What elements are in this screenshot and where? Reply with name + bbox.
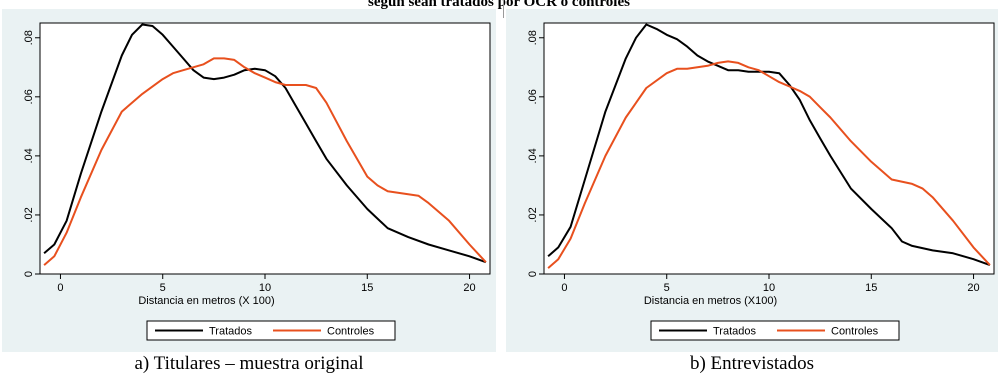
chart-panel-a: 0 .02 .04 .06 .08 0 5 10 15 20 Distancia en metros… (2, 9, 496, 352)
x-axis-label: Distancia en metros (X 100) (138, 295, 274, 307)
caption-a: a) Titulares – muestra original (134, 353, 364, 374)
legend-label: Controles (831, 326, 879, 338)
series-line-tratados (43, 23, 487, 264)
legend-box (650, 320, 900, 341)
y-tick-label: .02 (527, 207, 539, 222)
x-tick-label: 5 (664, 282, 670, 294)
x-tick-label: 0 (561, 282, 567, 294)
y-tick-label: 0 (23, 271, 35, 277)
x-tick-label: 5 (160, 282, 166, 294)
x-tick-label: 15 (361, 282, 373, 294)
y-tick-label: .06 (23, 89, 35, 104)
chart-b-svg: 0 .02 .04 .06 .08 0 5 10 15 20 Distancia en metros… (527, 22, 995, 341)
y-tick-label: .04 (23, 148, 35, 163)
figure-title: según sean tratados por OCR o controles (368, 0, 630, 10)
series-line-controles (547, 60, 991, 269)
legend-label: Controles (327, 326, 375, 338)
caption-b: b) Entrevistados (689, 353, 814, 374)
y-tick-label: .02 (23, 207, 35, 222)
y-tick-label: .08 (23, 30, 35, 45)
y-tick-label: .08 (527, 30, 539, 45)
legend-label: Tratados (209, 326, 253, 338)
legend-label: Tratados (713, 326, 757, 338)
x-tick-label: 0 (57, 282, 63, 294)
series-line-controles (43, 57, 487, 266)
chart-a-svg: 0 .02 .04 .06 .08 0 5 10 15 20 Distancia en metros… (23, 22, 491, 341)
x-tick-label: 10 (763, 282, 775, 294)
x-tick-label: 20 (463, 282, 475, 294)
y-tick-label: .06 (527, 89, 539, 104)
plot-area (543, 22, 995, 275)
x-tick-label: 10 (259, 282, 271, 294)
chart-panel-b: 0 .02 .04 .06 .08 0 5 10 15 20 Distancia en metros… (506, 9, 998, 352)
plot-area (39, 22, 491, 275)
x-tick-label: 20 (967, 282, 979, 294)
legend-box (146, 320, 396, 341)
y-tick-label: 0 (527, 271, 539, 277)
x-tick-label: 15 (865, 282, 877, 294)
y-tick-label: .04 (527, 148, 539, 163)
series-line-tratados (547, 23, 991, 267)
title-divider (503, 0, 504, 18)
x-axis-label: Distancia en metros (X100) (644, 295, 777, 307)
